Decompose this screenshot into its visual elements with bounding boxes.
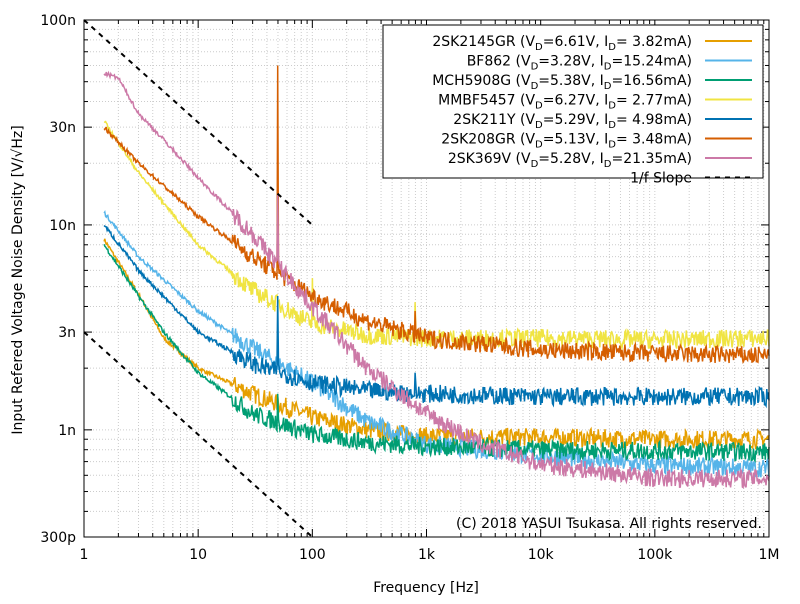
y-tick-label: 10n bbox=[49, 218, 76, 234]
y-tick-label: 3n bbox=[58, 325, 76, 341]
x-tick-label: 100k bbox=[637, 547, 673, 563]
y-tick-label: 300p bbox=[40, 530, 76, 546]
legend-label: 2SK369V (VD=5.28V, ID=21.35mA) bbox=[448, 151, 692, 170]
series-line-2sk369v bbox=[103, 70, 770, 489]
legend-label: BF862 (VD=3.28V, ID=15.24mA) bbox=[467, 54, 692, 73]
copyright-note: (C) 2018 YASUI Tsukasa. All rights reser… bbox=[456, 516, 762, 532]
legend-label: 2SK2145GR (VD=6.61V, ID= 3.82mA) bbox=[432, 34, 692, 53]
x-tick-label: 1k bbox=[418, 547, 436, 563]
plot-frame bbox=[83, 19, 770, 538]
y-tick-label: 30n bbox=[49, 120, 76, 136]
legend-box bbox=[382, 24, 764, 179]
x-tick-label: 1 bbox=[80, 547, 89, 563]
legend-label: 2SK208GR (VD=5.13V, ID= 3.48mA) bbox=[441, 132, 692, 151]
series-line-2sk211y bbox=[103, 225, 770, 409]
legend-label: 2SK211Y (VD=5.29V, ID= 4.98mA) bbox=[453, 112, 692, 131]
series-lines bbox=[83, 19, 770, 538]
x-tick-label: 100 bbox=[299, 547, 326, 563]
x-tick-label: 1M bbox=[759, 547, 780, 563]
x-axis-label: Frequency [Hz] bbox=[373, 580, 479, 596]
one-over-f-slope-line bbox=[83, 331, 314, 538]
legend-label: MMBF5457 (VD=6.27V, ID= 2.77mA) bbox=[438, 93, 692, 112]
legend-label-slope: 1/f Slope bbox=[630, 171, 692, 187]
axis-ticks: 1 10 100 1k 10k 100k 1M 100n 30n 10n 3n 1n 300p bbox=[40, 13, 779, 563]
y-tick-label: 100n bbox=[40, 13, 76, 29]
y-tick-label: 1n bbox=[58, 423, 76, 439]
series-line-2sk208gr bbox=[103, 65, 770, 365]
series-line-mmbf5457 bbox=[103, 120, 770, 351]
legend: 2SK2145GR (VD=6.61V, ID= 3.82mA)BF862 (V… bbox=[382, 24, 764, 187]
one-over-f-slope-line bbox=[83, 19, 314, 226]
x-tick-label: 10 bbox=[189, 547, 207, 563]
y-axis-label: Input Refered Voltage Noise Density [V/√… bbox=[10, 125, 26, 434]
series-line-mch5908g bbox=[103, 244, 770, 463]
x-tick-label: 10k bbox=[528, 547, 555, 563]
legend-label: MCH5908G (VD=5.38V, ID=16.56mA) bbox=[432, 73, 692, 92]
